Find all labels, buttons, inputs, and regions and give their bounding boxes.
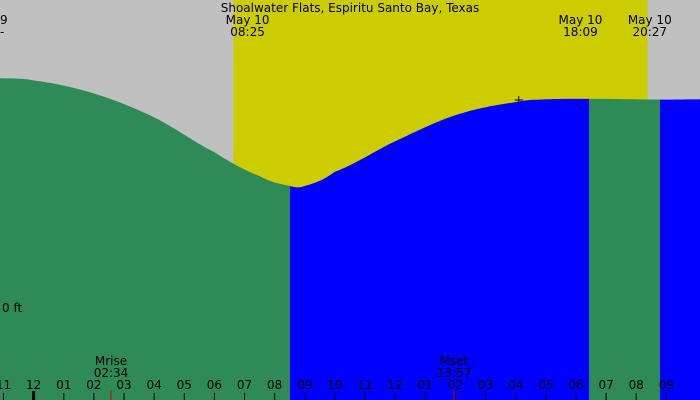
sun-event-time: 20:27 [632,25,667,39]
hour-tick-label: 03 [116,378,131,392]
hour-tick-label: 02 [448,378,463,392]
zero-ft-label: 0 ft [2,301,22,315]
tide-area-night-2 [589,98,660,400]
chart-labels: Shoalwater Flats, Espiritu Santo Bay, Te… [0,1,672,380]
moon-event-label: Mrise [95,354,127,368]
hour-tick-label: 02 [86,378,101,392]
tide-area-day [290,98,589,400]
hour-tick-label: 01 [56,378,71,392]
hour-tick-label: 12 [26,378,41,392]
x-axis-ticks: 11 12 01 02 03 04 05 06 07 08 09 10 11 12 01 02 03 04 05 06… [0,378,674,400]
hour-tick-label: 01 [418,378,433,392]
current-marker [514,96,523,104]
hour-tick-label: 09 [659,378,674,392]
sun-event-label: May 10 [226,13,270,27]
left-event-time: - [0,25,4,39]
left-event-label: 9 [0,13,8,27]
hour-tick-label: 09 [297,378,312,392]
hour-tick-label: 06 [207,378,222,392]
tide-area-night-3 [660,99,700,400]
moon-event-label: Mset [440,354,469,368]
hour-tick-label: 08 [267,378,282,392]
hour-tick-label: 04 [147,378,162,392]
hour-tick-label: 03 [478,378,493,392]
sun-event-label: May 10 [628,13,672,27]
hour-tick-label: 12 [388,378,403,392]
moon-event-time: 13:57 [437,366,472,380]
sun-event-time: 18:09 [563,25,598,39]
moon-event-time: 02:34 [94,366,129,380]
tide-area [0,78,700,400]
hour-tick-label: 08 [629,378,644,392]
hour-tick-label: 10 [327,378,342,392]
chart-title: Shoalwater Flats, Espiritu Santo Bay, Te… [221,1,480,15]
hour-tick-label: 11 [0,378,11,392]
hour-tick-label: 06 [568,378,583,392]
hour-tick-label: 05 [538,378,553,392]
hour-tick-label: 04 [508,378,523,392]
hour-tick-label: 07 [598,378,613,392]
sun-event-time: 08:25 [230,25,265,39]
hour-tick-label: 11 [357,378,372,392]
sun-event-label: May 10 [559,13,603,27]
hour-tick-label: 05 [177,378,192,392]
tide-area-night-1 [0,78,290,400]
hour-tick-label: 07 [237,378,252,392]
